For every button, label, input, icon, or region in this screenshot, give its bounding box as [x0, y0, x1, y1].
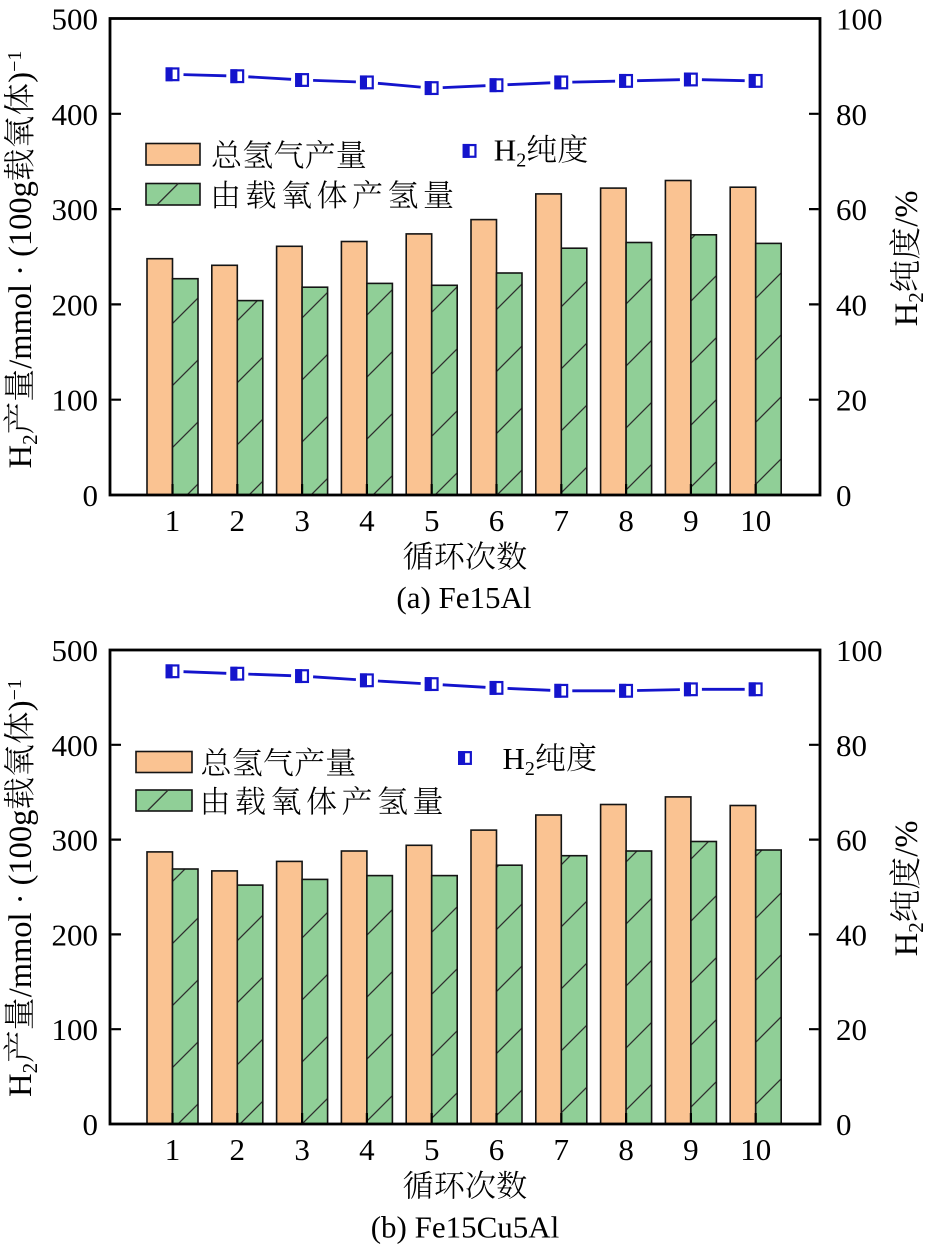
svg-text:6: 6: [489, 1132, 505, 1167]
svg-text:60: 60: [836, 823, 867, 858]
svg-text:H: H: [494, 133, 516, 168]
svg-text:H: H: [889, 933, 925, 956]
svg-text:2: 2: [18, 1063, 42, 1074]
svg-text:): ): [3, 72, 39, 83]
svg-text:/mmol: /mmol: [3, 912, 39, 997]
svg-text:3: 3: [294, 503, 310, 538]
svg-text:500: 500: [52, 633, 99, 668]
svg-text:5: 5: [424, 503, 440, 538]
svg-text:H: H: [3, 1073, 39, 1096]
svg-text:400: 400: [52, 728, 99, 763]
svg-text:H: H: [3, 445, 39, 468]
svg-text:2: 2: [516, 150, 526, 172]
svg-text:0: 0: [836, 478, 852, 513]
svg-text:200: 200: [52, 917, 99, 952]
svg-text:9: 9: [683, 1132, 699, 1167]
svg-text:400: 400: [52, 97, 99, 132]
svg-text:80: 80: [836, 728, 867, 763]
svg-text:4: 4: [359, 1132, 375, 1167]
svg-text:0: 0: [83, 478, 99, 513]
svg-text:2: 2: [18, 434, 42, 445]
svg-text:(100g: (100g: [3, 810, 39, 886]
svg-text:80: 80: [836, 97, 867, 132]
svg-text:−1: −1: [4, 51, 26, 72]
svg-text:0: 0: [83, 1107, 99, 1142]
svg-text:1: 1: [165, 503, 181, 538]
svg-text:2: 2: [904, 922, 928, 933]
svg-text:·: ·: [3, 894, 39, 905]
svg-text:(a) Fe15Al: (a) Fe15Al: [396, 580, 531, 615]
svg-text:500: 500: [52, 2, 99, 37]
svg-text:7: 7: [554, 1132, 570, 1167]
svg-text:2: 2: [904, 292, 928, 303]
svg-text:20: 20: [836, 383, 867, 418]
svg-text:1: 1: [165, 1132, 181, 1167]
svg-text:/%: /%: [889, 191, 925, 227]
svg-text:−1: −1: [4, 679, 26, 700]
svg-text:(100g: (100g: [3, 181, 39, 257]
svg-text:H: H: [503, 741, 525, 776]
svg-text:10: 10: [740, 503, 771, 538]
svg-text:2: 2: [230, 1132, 246, 1167]
svg-text:100: 100: [52, 383, 99, 418]
svg-text:8: 8: [618, 1132, 634, 1167]
svg-text:100: 100: [836, 633, 883, 668]
svg-text:H: H: [889, 303, 925, 326]
svg-text:300: 300: [52, 192, 99, 227]
svg-text:/mmol: /mmol: [3, 284, 39, 369]
svg-text:40: 40: [836, 917, 867, 952]
svg-text:60: 60: [836, 192, 867, 227]
svg-text:6: 6: [489, 503, 505, 538]
svg-text:·: ·: [3, 265, 39, 276]
svg-text:4: 4: [359, 503, 375, 538]
svg-text:100: 100: [836, 2, 883, 37]
svg-text:40: 40: [836, 287, 867, 322]
svg-text:300: 300: [52, 823, 99, 858]
svg-text:8: 8: [618, 503, 634, 538]
svg-text:(b) Fe15Cu5Al: (b) Fe15Cu5Al: [371, 1210, 560, 1245]
svg-text:5: 5: [424, 1132, 440, 1167]
svg-text:200: 200: [52, 287, 99, 322]
svg-text:100: 100: [52, 1012, 99, 1047]
svg-text:10: 10: [740, 1132, 771, 1167]
svg-text:9: 9: [683, 503, 699, 538]
svg-text:0: 0: [836, 1107, 852, 1142]
svg-text:3: 3: [294, 1132, 310, 1167]
svg-text:7: 7: [554, 503, 570, 538]
svg-text:2: 2: [230, 503, 246, 538]
svg-text:): ): [3, 700, 39, 711]
svg-text:2: 2: [525, 758, 535, 780]
svg-text:20: 20: [836, 1012, 867, 1047]
svg-text:/%: /%: [889, 821, 925, 857]
